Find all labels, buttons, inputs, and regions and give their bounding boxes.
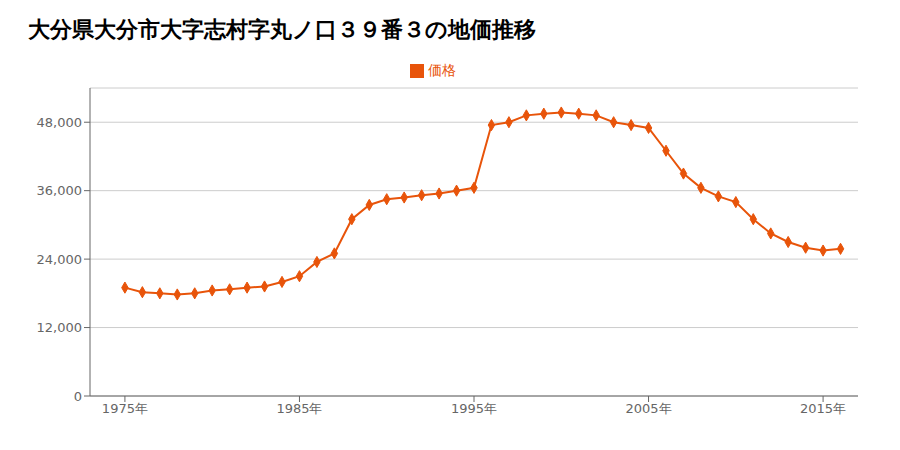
svg-text:1995年: 1995年	[451, 401, 497, 416]
svg-text:48,000: 48,000	[37, 115, 83, 130]
html-text:大分県大分市大字志村字丸ノ口３９番３の地価推移: 大分県大分市大字志村字丸ノ口３９番３の地価推移	[28, 17, 536, 42]
svg-text:1975年: 1975年	[102, 401, 148, 416]
svg-text:24,000: 24,000	[37, 252, 83, 267]
svg-text:0: 0	[74, 389, 82, 404]
svg-text:2015年: 2015年	[800, 401, 846, 416]
svg-text:36,000: 36,000	[37, 183, 83, 198]
svg-text:1985年: 1985年	[276, 401, 322, 416]
html-text:価格: 価格	[428, 62, 456, 78]
svg-text:2005年: 2005年	[625, 401, 671, 416]
svg-text:12,000: 12,000	[37, 320, 83, 335]
